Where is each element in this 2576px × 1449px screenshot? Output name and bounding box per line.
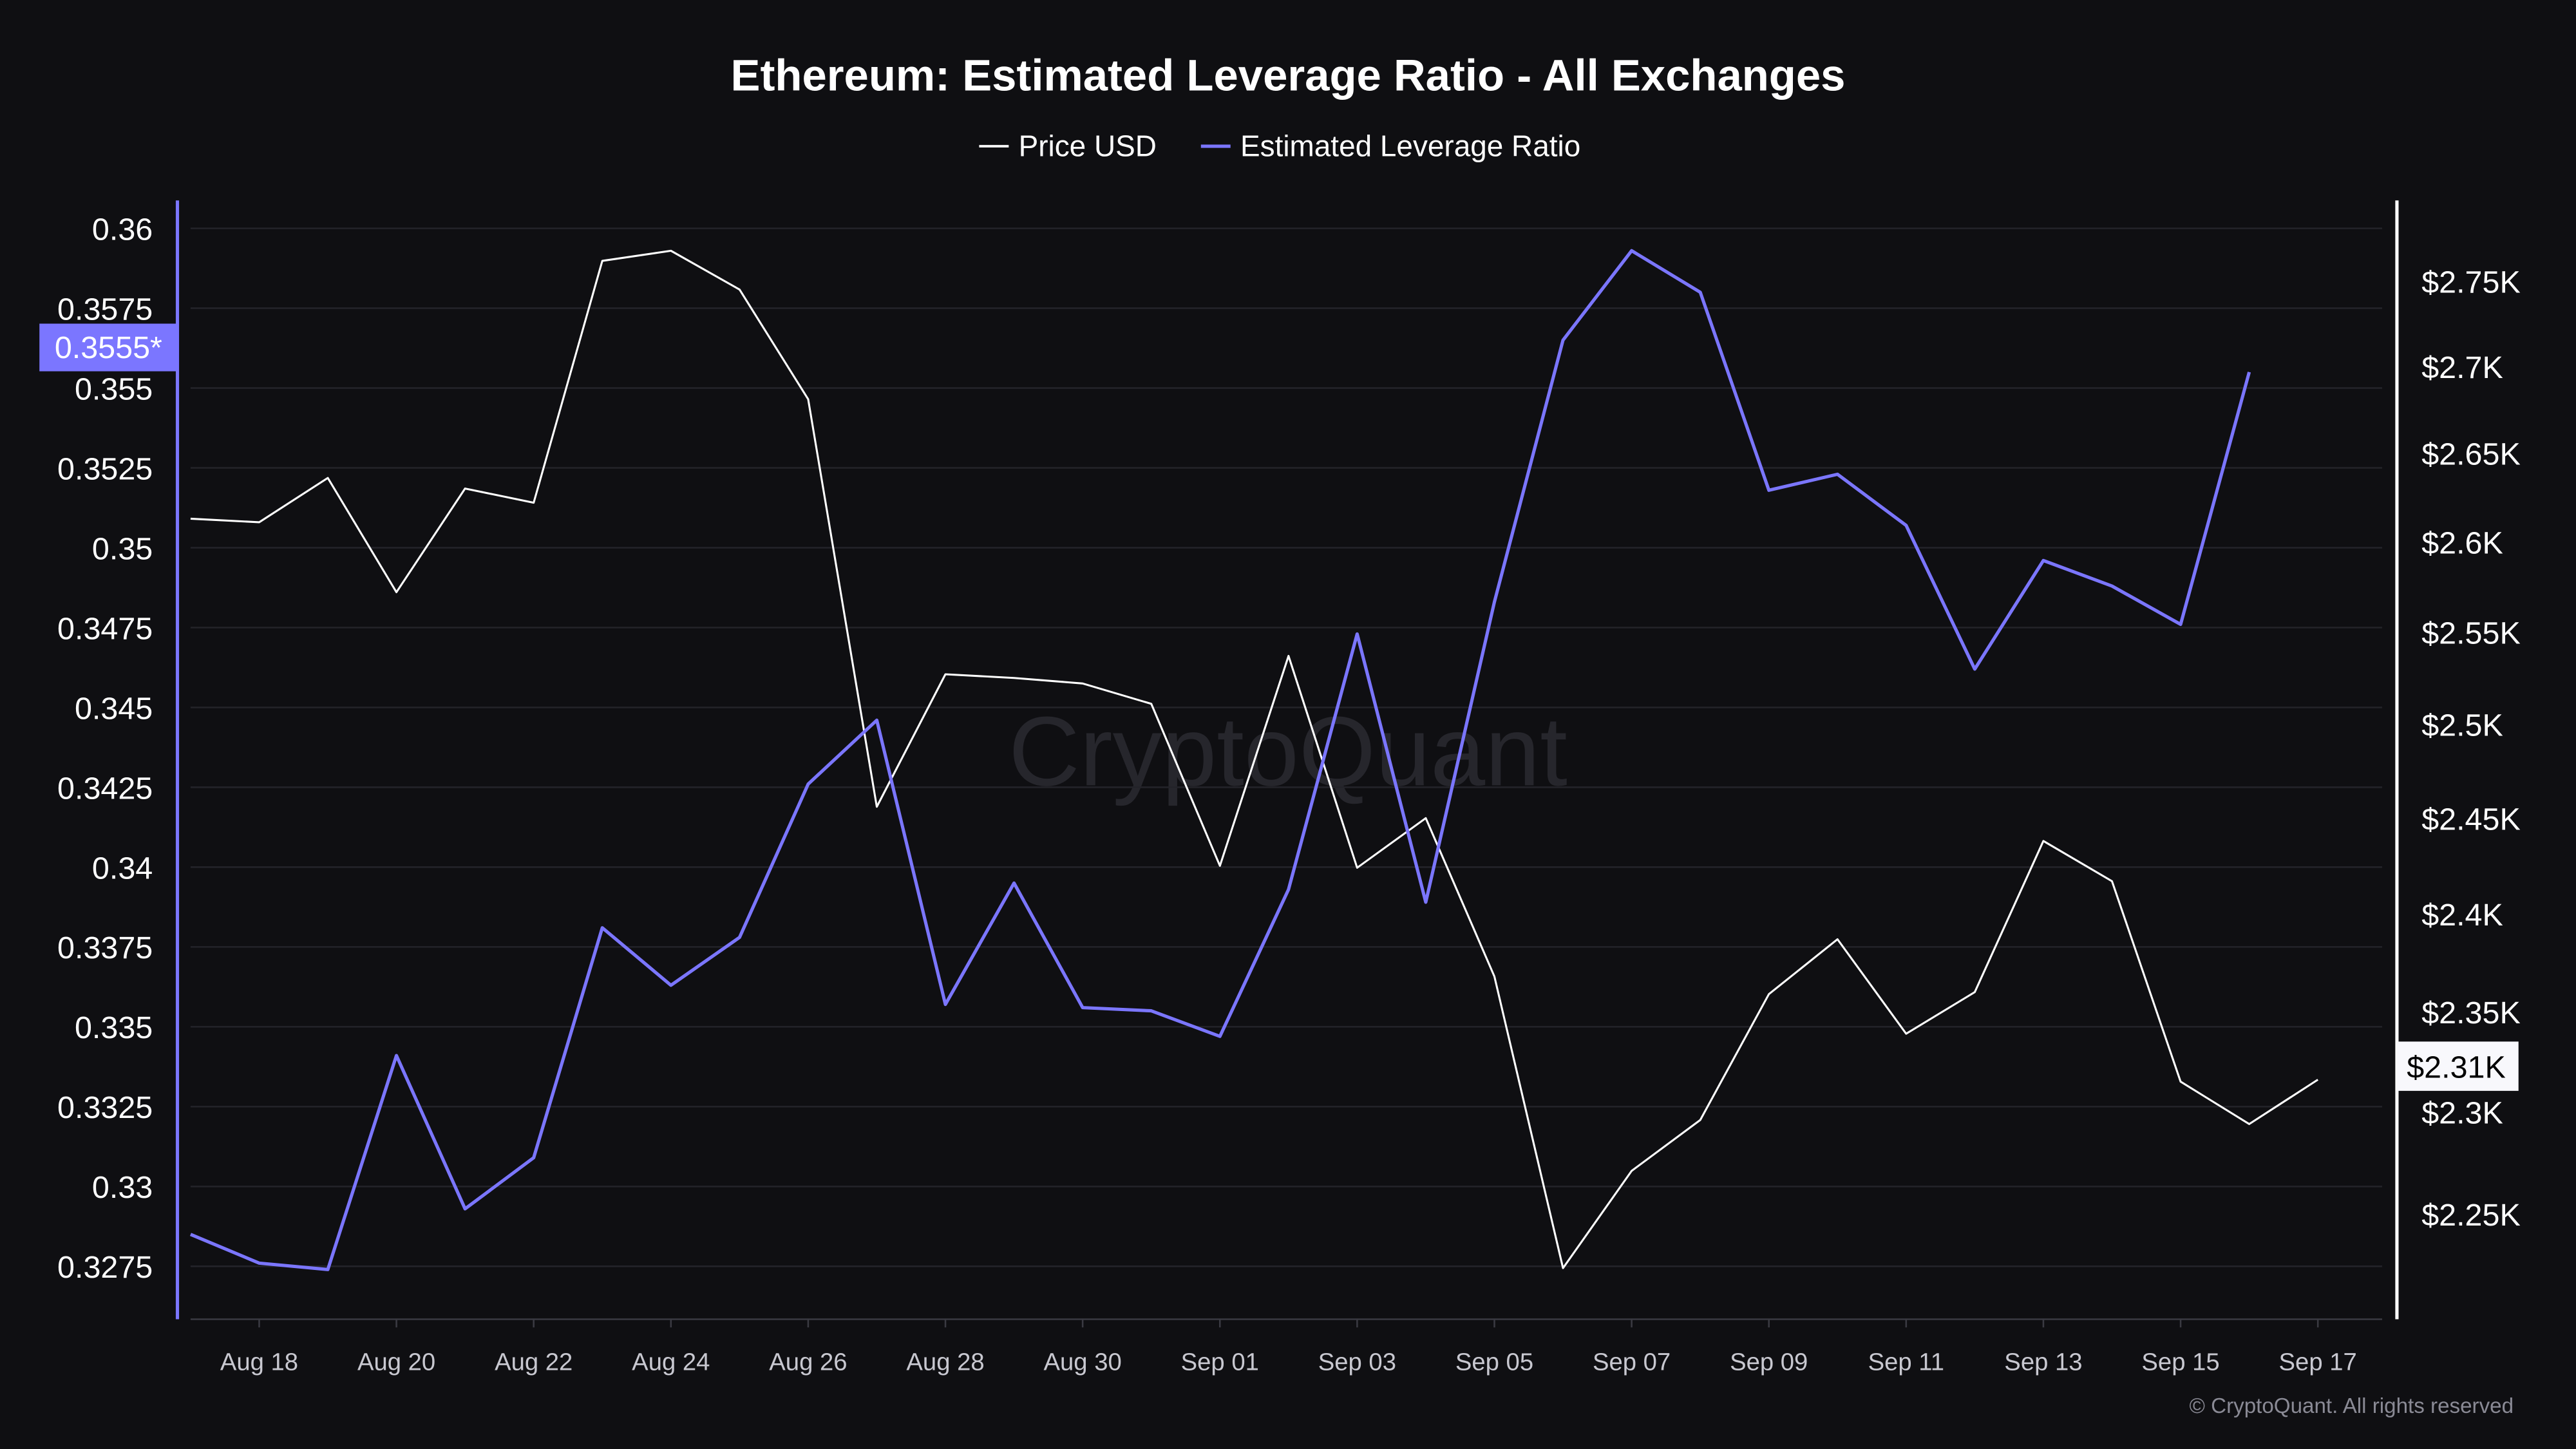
x-tick-label: Aug 22 bbox=[495, 1349, 573, 1376]
x-axis: Aug 18 Aug 20 Aug 22 Aug 24 Aug 26 Aug 28 Aug … bbox=[220, 1319, 2357, 1376]
right-tick-label: $2.3K bbox=[2421, 1095, 2503, 1130]
x-tick-label: Aug 20 bbox=[357, 1349, 435, 1376]
current-labels: 0.3555* $2.31K bbox=[39, 323, 2519, 1091]
left-tick-label: 0.3475 bbox=[57, 611, 153, 646]
right-tick-label: $2.65K bbox=[2421, 437, 2521, 472]
leverage-current-badge bbox=[39, 323, 178, 372]
watermark: CryptoQuant bbox=[1009, 696, 1567, 806]
x-tick-label: Sep 11 bbox=[1868, 1349, 1944, 1376]
right-tick-label: $2.25K bbox=[2421, 1198, 2521, 1233]
grid bbox=[190, 227, 2382, 1320]
x-tick-label: Sep 07 bbox=[1593, 1349, 1671, 1376]
left-tick-label: 0.345 bbox=[75, 691, 153, 726]
x-tick-label: Sep 09 bbox=[1730, 1349, 1808, 1376]
left-tick-label: 0.3375 bbox=[57, 931, 153, 965]
left-tick-label: 0.36 bbox=[92, 212, 153, 247]
x-tick-label: Aug 26 bbox=[769, 1349, 847, 1376]
x-tick-label: Sep 03 bbox=[1318, 1349, 1396, 1376]
right-axis: $2.75K $2.7K $2.65K $2.6K $2.55K $2.5K $2.45K $… bbox=[2395, 200, 2521, 1320]
legend-price-label: Price USD bbox=[1019, 129, 1157, 162]
footer-copyright: © CryptoQuant. All rights reserved bbox=[2189, 1394, 2514, 1418]
price-current-badge bbox=[2396, 1041, 2519, 1091]
right-tick-label: $2.5K bbox=[2421, 708, 2503, 743]
left-tick-label: 0.355 bbox=[75, 372, 153, 406]
x-tick-label: Sep 15 bbox=[2141, 1349, 2219, 1376]
legend-leverage-label: Estimated Leverage Ratio bbox=[1240, 129, 1580, 162]
series bbox=[189, 249, 2318, 1271]
left-axis: 0.36 0.3575 0.355 0.3525 0.35 0.3475 0.345 0.34… bbox=[57, 200, 180, 1320]
left-tick-label: 0.3575 bbox=[57, 292, 153, 327]
right-tick-label: $2.4K bbox=[2421, 898, 2503, 933]
leverage-ratio-line bbox=[189, 249, 2251, 1271]
left-tick-label: 0.3275 bbox=[57, 1250, 153, 1285]
left-tick-label: 0.335 bbox=[75, 1010, 153, 1045]
left-tick-label: 0.3325 bbox=[57, 1090, 153, 1125]
x-tick-label: Aug 28 bbox=[906, 1349, 984, 1376]
left-tick-label: 0.3425 bbox=[57, 771, 153, 806]
right-tick-label: $2.55K bbox=[2421, 616, 2521, 650]
leverage-current-label: 0.3555* bbox=[55, 330, 162, 365]
left-tick-label: 0.35 bbox=[92, 531, 153, 566]
x-tick-label: Aug 24 bbox=[632, 1349, 710, 1376]
price-usd-line bbox=[190, 249, 2318, 1269]
x-tick-label: Sep 17 bbox=[2279, 1349, 2357, 1376]
x-tick-label: Sep 13 bbox=[2004, 1349, 2082, 1376]
left-tick-label: 0.34 bbox=[92, 851, 153, 886]
right-tick-label: $2.75K bbox=[2421, 265, 2521, 299]
x-tick-label: Sep 05 bbox=[1455, 1349, 1533, 1376]
x-tick-label: Aug 18 bbox=[220, 1349, 298, 1376]
legend: Price USD Estimated Leverage Ratio bbox=[979, 129, 1580, 162]
left-tick-label: 0.33 bbox=[92, 1170, 153, 1205]
price-current-label: $2.31K bbox=[2407, 1050, 2506, 1084]
x-tick-label: Aug 30 bbox=[1044, 1349, 1122, 1376]
right-tick-label: $2.7K bbox=[2421, 350, 2503, 385]
right-tick-label: $2.45K bbox=[2421, 802, 2521, 837]
right-tick-label: $2.6K bbox=[2421, 526, 2503, 560]
left-tick-label: 0.3525 bbox=[57, 451, 153, 486]
chart-title: Ethereum: Estimated Leverage Ratio - All… bbox=[731, 50, 1846, 100]
x-tick-label: Sep 01 bbox=[1181, 1349, 1259, 1376]
right-tick-label: $2.35K bbox=[2421, 996, 2521, 1030]
